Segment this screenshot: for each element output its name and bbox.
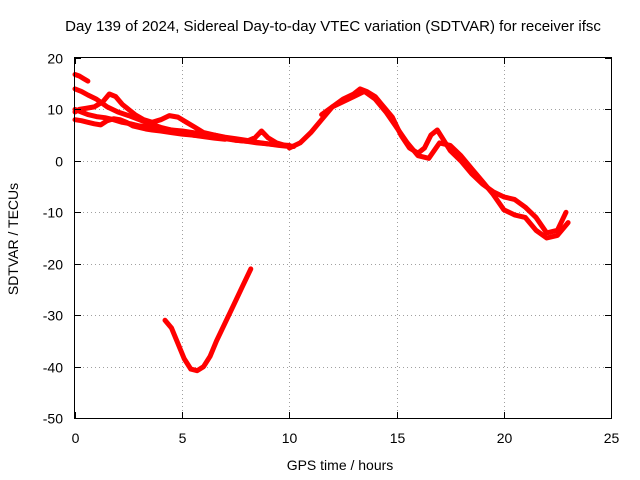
y-tick-label: 10	[47, 102, 63, 118]
series-line-track-h	[162, 266, 254, 374]
series-line-track-c	[72, 91, 297, 149]
series-group	[72, 72, 571, 374]
y-tick-label: -10	[43, 205, 63, 221]
plot-frame	[74, 57, 612, 419]
y-tick-label: -30	[43, 308, 63, 324]
x-tick-label: 5	[179, 430, 187, 446]
y-tick-label: -50	[43, 411, 63, 427]
x-axis-label: GPS time / hours	[287, 457, 394, 473]
series-line-track-d	[72, 86, 228, 142]
x-tick-label: 0	[72, 430, 80, 446]
grid	[75, 58, 611, 418]
y-tick-label: -40	[43, 360, 63, 376]
series-line-track-g	[319, 88, 571, 241]
series-line-track-e	[72, 72, 91, 84]
x-tick-label: 25	[604, 430, 620, 446]
chart-title: Day 139 of 2024, Sidereal Day-to-day VTE…	[65, 18, 601, 35]
y-axis-label: SDTVAR / TECUs	[5, 183, 21, 295]
y-tick-label: 20	[47, 51, 63, 67]
y-tick-label: 0	[55, 154, 63, 170]
x-tick-label: 20	[497, 430, 513, 446]
y-tick-label: -20	[43, 257, 63, 273]
x-tick-label: 10	[282, 430, 298, 446]
axis-ticks: 0 5 10 15 20 25 -50 -40 -30 -20 -10 0 10 20	[43, 51, 620, 447]
x-tick-label: 15	[390, 430, 406, 446]
